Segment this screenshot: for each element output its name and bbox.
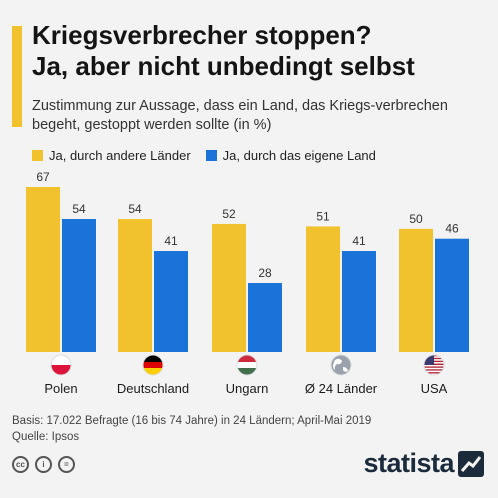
value-label-2-5: 46 (445, 222, 459, 236)
bar-1-4 (306, 226, 340, 352)
legend-item-series-1: Ja, durch andere Länder (32, 148, 191, 163)
brand-text: statista (363, 448, 454, 478)
bar-2-4 (342, 251, 376, 352)
value-label-1-2: 54 (128, 202, 142, 216)
license-icons: cc i = (12, 456, 81, 473)
bar-2-1 (62, 219, 96, 352)
legend-item-series-2: Ja, durch das eigene Land (205, 148, 376, 163)
bar-1-1 (26, 187, 60, 352)
footer: Basis: 17.022 Befragte (16 bis 74 Jahre)… (12, 413, 371, 445)
bar-2-2 (154, 251, 188, 352)
legend-label-series-2: Ja, durch das eigene Land (222, 148, 376, 163)
category-label-4: Ø 24 Länder (305, 381, 378, 396)
category-label-3: Ungarn (226, 381, 269, 396)
germany-flag-icon (142, 354, 164, 376)
noderivs-icon[interactable]: = (58, 456, 75, 473)
legend-swatch-series-2 (205, 150, 217, 161)
category-label-1: Polen (44, 381, 77, 396)
footer-basis: Basis: 17.022 Befragte (16 bis 74 Jahre)… (12, 415, 372, 427)
title-line-1: Kriegsverbrecher stoppen? (32, 20, 372, 50)
chart-title: Kriegsverbrecher stoppen? Ja, aber nicht… (32, 20, 492, 82)
accent-bar (12, 26, 22, 127)
globe-icon (330, 354, 352, 376)
usa-flag-icon (423, 354, 445, 376)
category-label-2: Deutschland (117, 381, 189, 396)
attribution-icon[interactable]: i (35, 456, 52, 473)
value-label-2-1: 54 (72, 202, 86, 216)
hungary-flag-icon (236, 354, 258, 376)
bar-1-5 (399, 228, 433, 352)
legend: Ja, durch andere Länder Ja, durch das ei… (32, 148, 391, 163)
category-label-5: USA (421, 381, 448, 396)
value-label-1-5: 50 (409, 212, 423, 226)
bar-2-5 (435, 238, 469, 352)
cc-icon[interactable]: cc (12, 456, 29, 473)
value-label-2-4: 41 (352, 234, 366, 248)
chart-subtitle: Zustimmung zur Aussage, dass ein Land, d… (32, 98, 448, 133)
value-label-1-1: 67 (36, 170, 50, 184)
legend-swatch-series-1 (32, 150, 43, 161)
bar-chart: 67 54 Polen 54 41 Deutschland 52 28 Ungarn 51 41 Ø … (26, 170, 469, 396)
legend-label-series-1: Ja, durch andere Länder (49, 148, 191, 163)
value-label-1-4: 51 (316, 209, 330, 223)
value-label-2-2: 41 (164, 234, 178, 248)
statista-mark-icon (458, 450, 484, 477)
footer-source: Quelle: Ipsos (12, 431, 80, 443)
bar-1-2 (118, 219, 152, 352)
bar-1-3 (212, 223, 246, 352)
bar-2-3 (248, 283, 282, 352)
poland-flag-icon (50, 354, 72, 376)
title-line-2: Ja, aber nicht unbedingt selbst (32, 51, 415, 81)
statista-logo[interactable]: statista (363, 448, 484, 479)
value-label-1-3: 52 (222, 207, 236, 221)
value-label-2-3: 28 (258, 266, 272, 280)
